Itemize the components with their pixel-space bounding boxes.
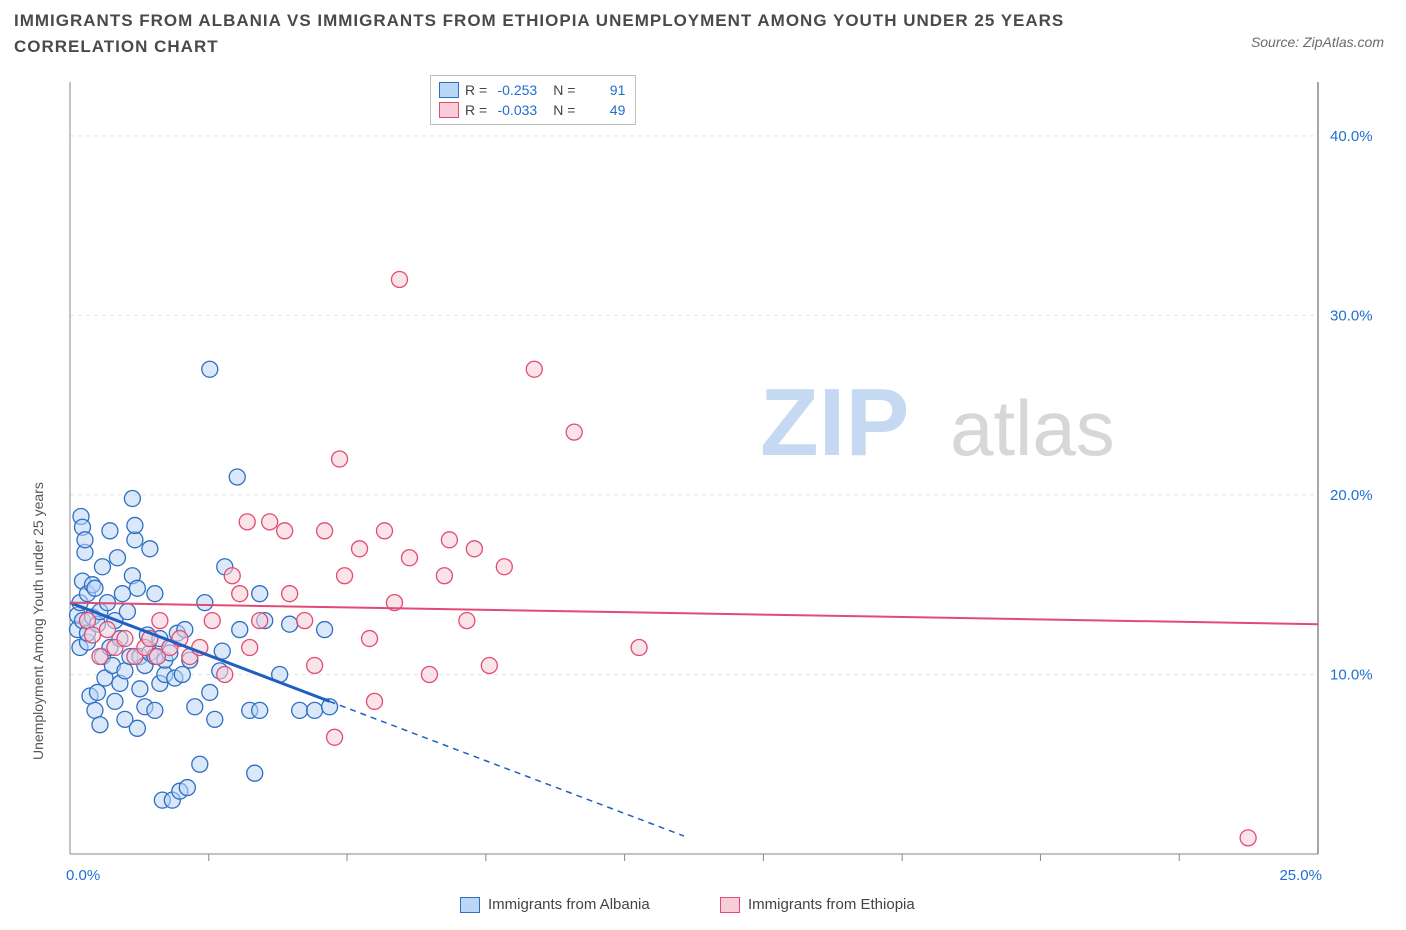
stats-legend: R = -0.253 N = 91 R = -0.033 N = 49 [430,75,636,125]
legend-series-label: Immigrants from Albania [488,896,650,913]
legend-n-label: N = [553,102,575,118]
series-legend-ethiopia: Immigrants from Ethiopia [720,896,915,913]
stats-legend-row: R = -0.033 N = 49 [439,100,625,120]
legend-n-value: 49 [581,102,625,118]
series-legend-albania: Immigrants from Albania [460,896,650,913]
svg-text:0.0%: 0.0% [66,867,100,884]
source-label: Source: ZipAtlas.com [1251,34,1384,50]
svg-text:20.0%: 20.0% [1330,487,1373,504]
y-axis-label: Unemployment Among Youth under 25 years [30,482,46,760]
legend-n-value: 91 [581,82,625,98]
legend-swatch [439,82,459,98]
svg-text:40.0%: 40.0% [1330,128,1373,145]
stats-legend-row: R = -0.253 N = 91 [439,80,625,100]
legend-swatch [439,102,459,118]
legend-series-label: Immigrants from Ethiopia [748,896,915,913]
legend-r-value: -0.033 [493,102,537,118]
svg-text:10.0%: 10.0% [1330,666,1373,683]
svg-text:25.0%: 25.0% [1279,867,1322,884]
legend-r-value: -0.253 [493,82,537,98]
legend-swatch [460,897,480,913]
legend-r-label: R = [465,102,487,118]
legend-swatch [720,897,740,913]
correlation-scatter-plot: 0.0% 25.0% 10.0% 20.0% 30.0% 40.0% [50,72,1390,892]
legend-n-label: N = [553,82,575,98]
chart-title: IMMIGRANTS FROM ALBANIA VS IMMIGRANTS FR… [14,8,1114,59]
legend-r-label: R = [465,82,487,98]
svg-text:30.0%: 30.0% [1330,307,1373,324]
